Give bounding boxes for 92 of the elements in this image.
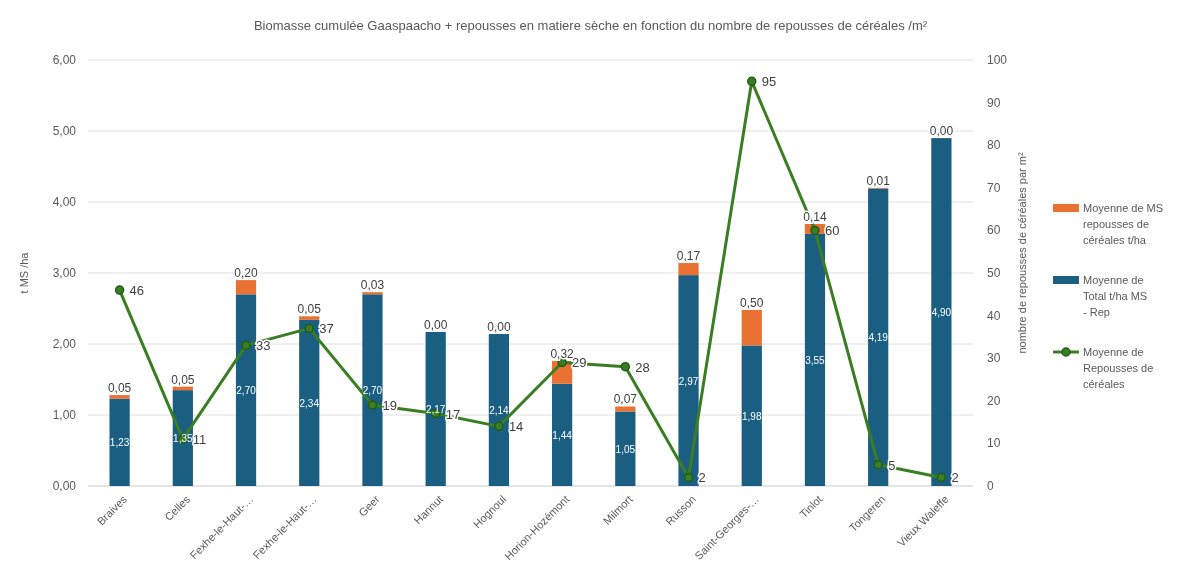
point xyxy=(494,421,504,432)
data-label: 0,20 xyxy=(234,266,259,281)
data-label: 11 xyxy=(192,432,207,448)
bar xyxy=(551,383,573,486)
y2-tick-label: 80 xyxy=(987,138,1001,153)
bar xyxy=(678,275,699,486)
chart-title: Biomasse cumulée Gaaspaacho + repousses en matiere sèche en fonction du nombre de repousses de céréales /m² xyxy=(253,18,928,33)
y-tick-label: 0,00 xyxy=(52,479,77,493)
y2-tick-label: 90 xyxy=(987,95,1001,110)
point xyxy=(810,225,820,236)
bar xyxy=(804,233,826,486)
bar xyxy=(741,309,762,346)
point xyxy=(747,76,757,87)
point xyxy=(367,400,378,410)
y-tick-label: 5,00 xyxy=(52,124,77,138)
data-label: 1,44 xyxy=(552,429,573,441)
legend-label: Moyenne de MS repousses de céréales t/ha xyxy=(1083,202,1164,246)
data-label: 4,19 xyxy=(868,332,889,344)
y2-tick-label: 20 xyxy=(987,393,1001,408)
data-label: 2,70 xyxy=(362,385,383,397)
data-label: 0,05 xyxy=(107,381,132,396)
data-label: 0,00 xyxy=(424,317,448,332)
bar xyxy=(678,263,699,276)
data-label: 0,00 xyxy=(929,124,954,139)
y2-tick-label: 30 xyxy=(987,351,1001,366)
bar xyxy=(172,390,193,486)
data-label: 28 xyxy=(635,359,650,375)
y2-tick-label: 50 xyxy=(987,266,1001,280)
data-label: 0,00 xyxy=(487,320,511,335)
data-label: 0,50 xyxy=(740,295,764,310)
point xyxy=(683,472,694,483)
bar xyxy=(615,406,636,412)
y-tick-label: 3,00 xyxy=(52,266,77,280)
data-label: 4,90 xyxy=(931,307,952,319)
y2-tick-label: 70 xyxy=(987,180,1001,195)
bar xyxy=(299,316,320,320)
point xyxy=(620,361,631,372)
y2-tick-label: 10 xyxy=(987,436,1001,451)
point xyxy=(304,323,314,334)
y2-tick-label: 40 xyxy=(987,308,1001,323)
y-tick-label: 6,00 xyxy=(52,53,77,67)
bar xyxy=(109,398,130,486)
bar xyxy=(362,292,383,295)
bar xyxy=(362,294,383,486)
data-label: 2 xyxy=(951,470,959,486)
data-label: 2,14 xyxy=(489,405,510,417)
bar xyxy=(235,280,257,295)
point xyxy=(241,340,251,351)
data-label: 2 xyxy=(698,470,706,486)
y-tick-label: 2,00 xyxy=(52,337,77,351)
y2-tick-label: 100 xyxy=(987,53,1008,67)
bar xyxy=(488,334,510,486)
data-label: 3,55 xyxy=(805,354,826,366)
data-label: 0,05 xyxy=(171,372,195,387)
data-label: 1,98 xyxy=(742,410,762,422)
bar xyxy=(235,294,257,486)
bar xyxy=(931,138,952,486)
data-label: 0,05 xyxy=(297,302,322,317)
y2-axis-title: nombre de repousses de céréales par m² xyxy=(1016,152,1028,354)
data-label: 60 xyxy=(824,223,840,239)
data-label: 1,05 xyxy=(615,443,636,455)
point xyxy=(873,459,883,470)
data-label: 37 xyxy=(319,321,334,337)
bar xyxy=(868,188,889,486)
point xyxy=(936,472,947,483)
legend-label: Moyenne de Total t/ha MS - Rep xyxy=(1083,274,1148,318)
bar xyxy=(425,331,446,486)
data-label: 2,97 xyxy=(678,375,699,387)
data-label: 0,03 xyxy=(360,278,385,293)
data-label: 1,23 xyxy=(109,437,130,449)
data-label: 2,17 xyxy=(425,403,446,415)
legend-label: Moyenne de Repousses de céréales xyxy=(1083,346,1154,390)
bar xyxy=(615,411,636,486)
data-label: 2,70 xyxy=(236,385,257,397)
data-label: 95 xyxy=(761,74,777,90)
y2-tick-label: 0 xyxy=(987,479,994,493)
data-label: 1,35 xyxy=(173,433,193,445)
data-label: 0,17 xyxy=(676,249,701,264)
bar xyxy=(299,319,320,486)
y-tick-label: 4,00 xyxy=(52,195,77,209)
y2-tick-label: 60 xyxy=(987,223,1001,238)
y-tick-label: 1,00 xyxy=(52,408,77,422)
point xyxy=(114,285,125,295)
y-axis-title: t MS /ha xyxy=(18,251,30,294)
data-label: 2,34 xyxy=(299,397,320,409)
data-label: 0,01 xyxy=(866,173,891,188)
bar xyxy=(741,345,762,486)
data-label: 14 xyxy=(508,419,524,435)
data-label: 46 xyxy=(129,283,145,299)
bar xyxy=(109,395,130,399)
data-label: 33 xyxy=(256,338,271,354)
data-label: 0,07 xyxy=(613,392,638,407)
